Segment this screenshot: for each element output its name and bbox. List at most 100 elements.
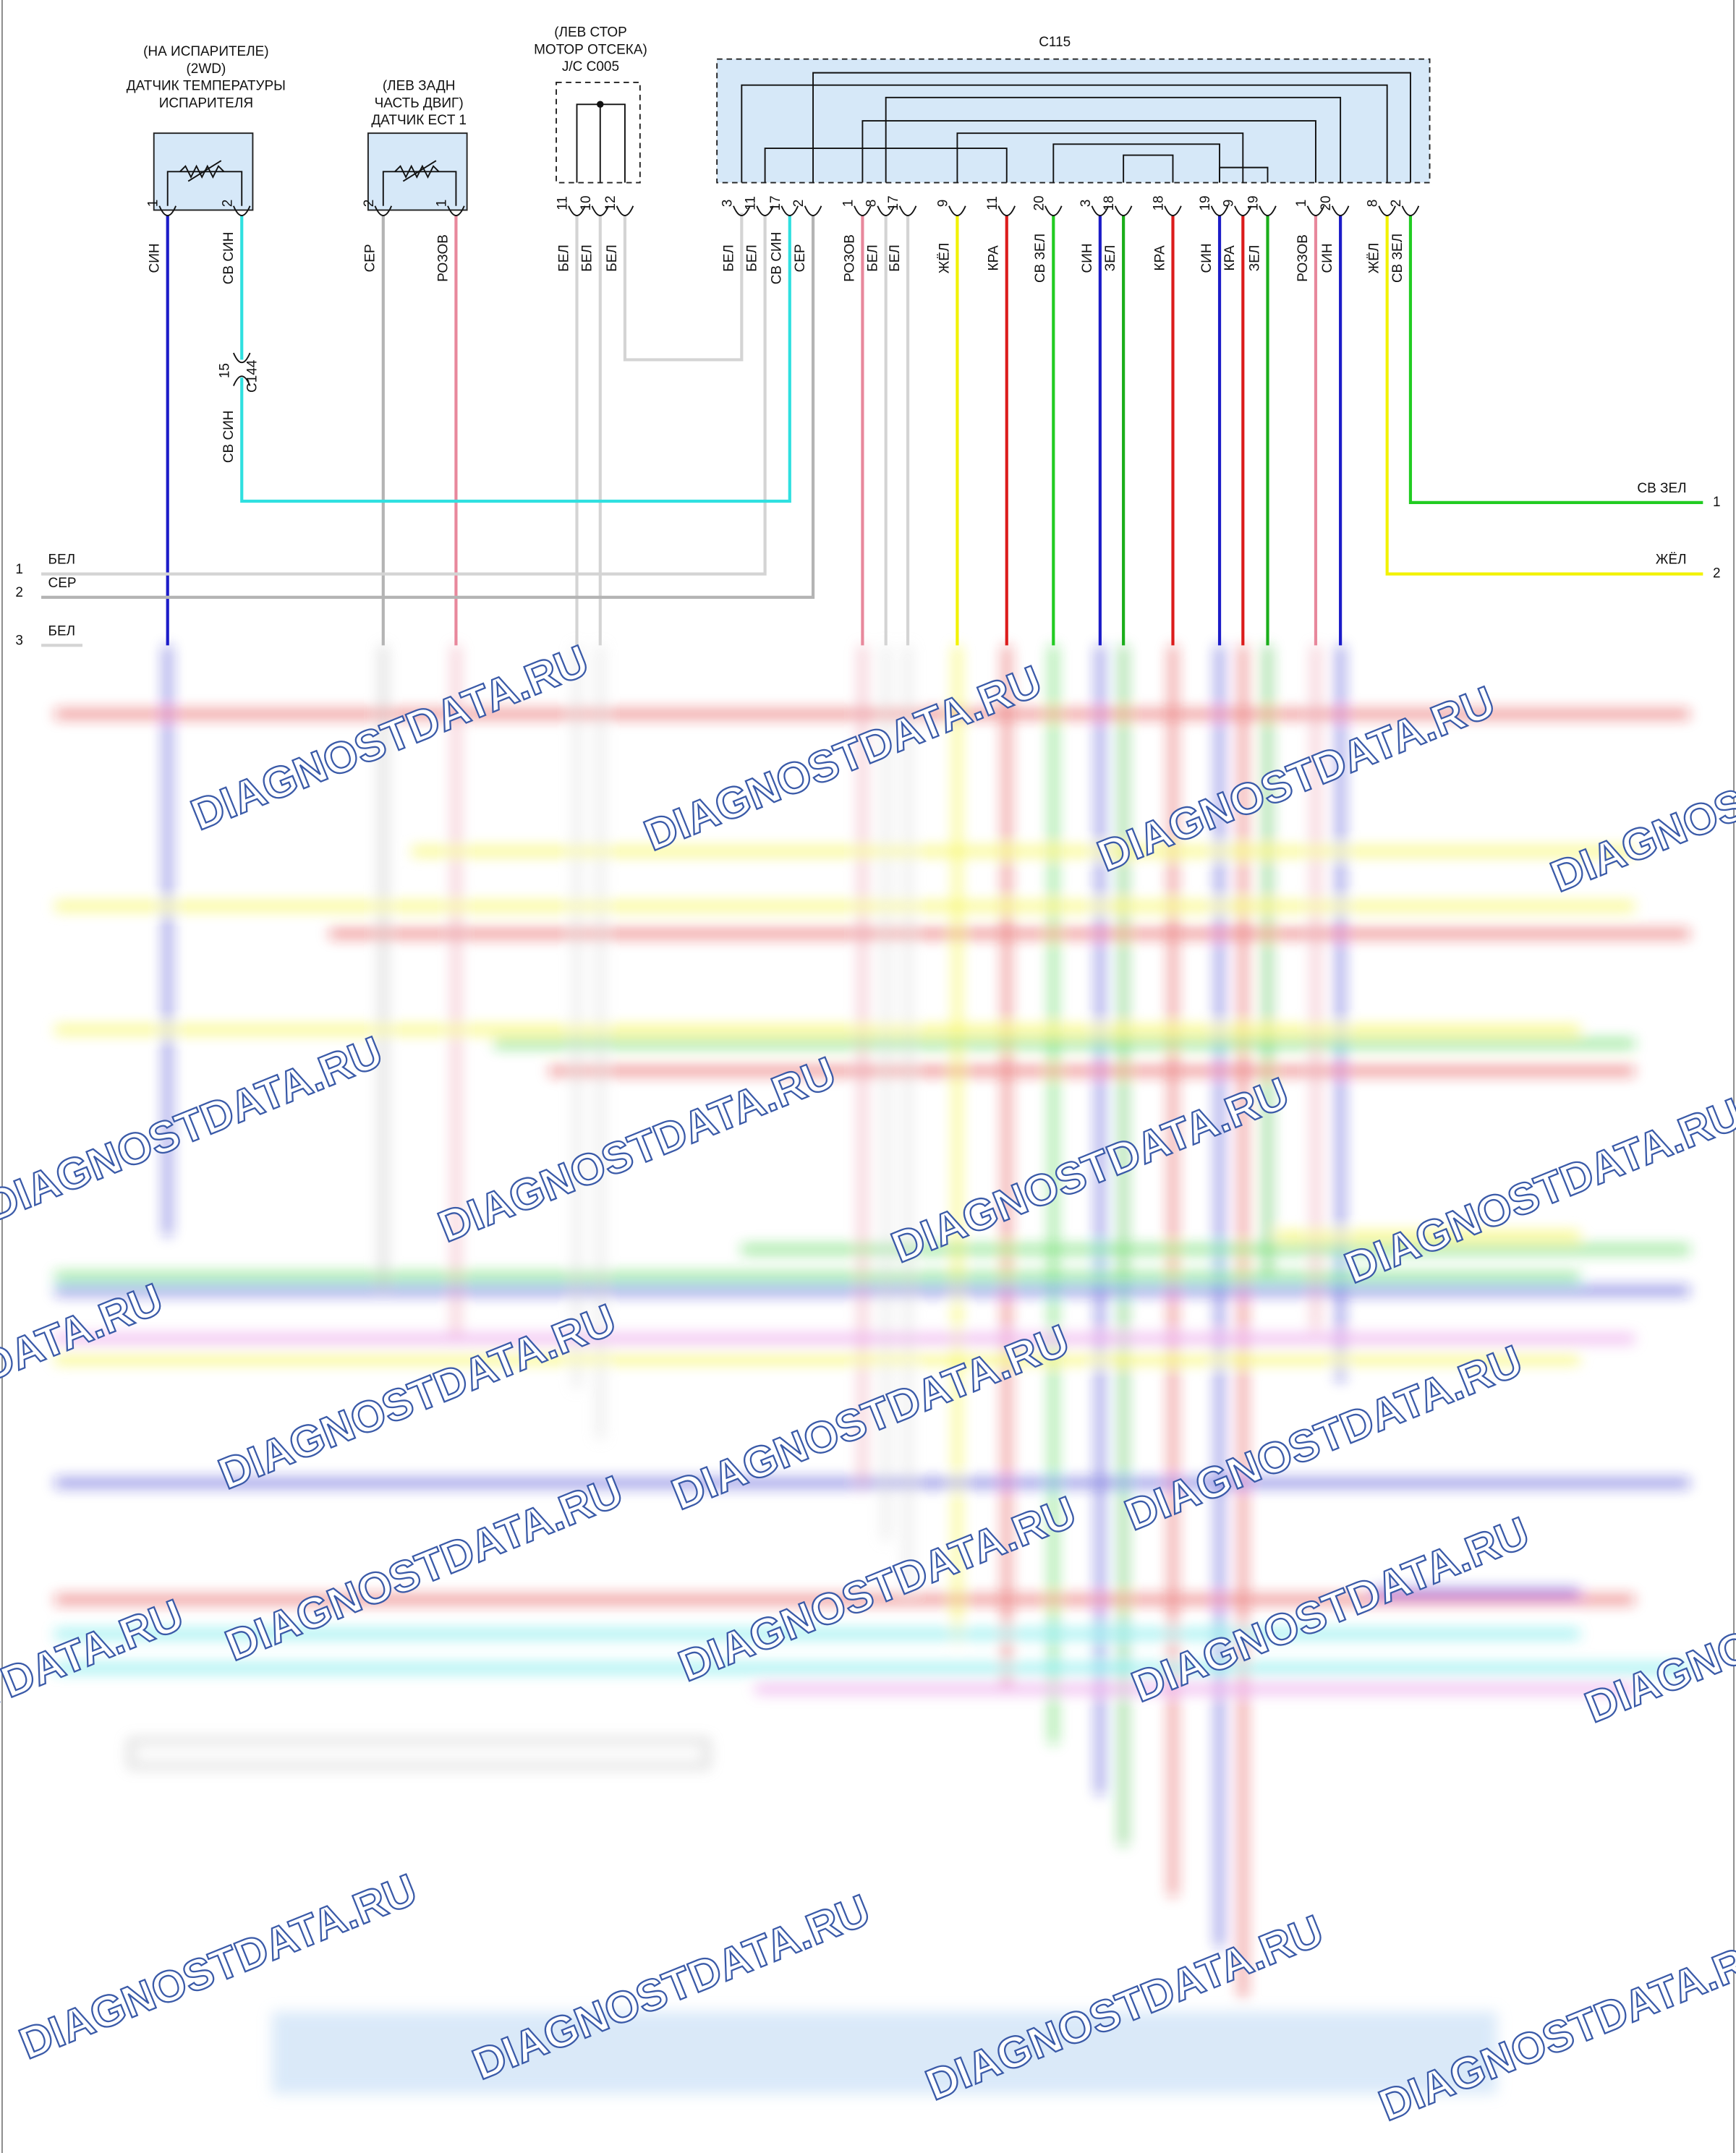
pin-number: 11 xyxy=(744,196,759,210)
splice-pin: 15 xyxy=(217,363,232,378)
wire-label: СВ СИН xyxy=(221,232,237,285)
component-label: ИСПАРИТЕЛЯ xyxy=(159,95,253,111)
pin-number: 8 xyxy=(864,200,880,208)
wire-label: СЕР xyxy=(363,244,378,272)
wire-label: БЕЛ xyxy=(888,244,903,272)
pin-number: 19 xyxy=(1198,195,1213,210)
pin-number: 1 xyxy=(1294,200,1309,208)
wire-label: СВ ЗЕЛ xyxy=(1637,481,1686,496)
pin-number: 17 xyxy=(768,195,783,210)
terminal-number: 2 xyxy=(1713,566,1721,581)
wire-label: ЗЕЛ xyxy=(1247,245,1262,272)
wire-label: БЕЛ xyxy=(866,244,881,272)
component-label: (НА ИСПАРИТЕЛЕ) xyxy=(143,44,269,59)
wire-label: БЕЛ xyxy=(556,244,571,272)
wire-label: БЕЛ xyxy=(580,244,595,272)
component-label: ЧАСТЬ ДВИГ) xyxy=(375,95,464,111)
connector-terminal xyxy=(1210,205,1229,217)
wire-label: СИН xyxy=(148,243,163,273)
wire xyxy=(41,216,767,576)
pin-number: 1 xyxy=(434,200,449,208)
thermistor-arrow xyxy=(402,160,437,182)
internal-link xyxy=(1052,143,1220,183)
blurred-area xyxy=(55,645,1690,2094)
splice-terminal xyxy=(232,375,251,386)
wire-label: РОЗОВ xyxy=(435,234,451,282)
component-label: ДАТЧИК ТЕМПЕРАТУРЫ xyxy=(127,79,286,94)
connector-terminal xyxy=(232,205,251,217)
component-label: C115 xyxy=(1039,35,1071,50)
wire-label: БЕЛ xyxy=(48,623,76,639)
terminal-number: 1 xyxy=(1713,495,1721,510)
connector-box xyxy=(556,81,641,184)
connector-terminal xyxy=(733,205,751,217)
connector-terminal xyxy=(948,205,966,217)
wire-label: БЕЛ xyxy=(605,244,620,272)
internal-link xyxy=(741,84,1388,183)
wire-label: БЕЛ xyxy=(745,244,760,272)
junction-dot xyxy=(597,101,604,108)
pin-number: 2 xyxy=(220,200,235,208)
wire-label: СЕР xyxy=(48,576,77,591)
thermistor xyxy=(179,164,225,179)
wire-label: ЗЕЛ xyxy=(1103,245,1118,272)
connector-terminal xyxy=(591,205,610,217)
wire-label: СВ СИН xyxy=(221,410,237,463)
wire-label: СИН xyxy=(1320,243,1335,273)
wire-label: ЖЁЛ xyxy=(1656,553,1687,568)
splice-name: C144 xyxy=(244,360,260,393)
connector-terminal xyxy=(877,205,895,217)
terminal-number: 1 xyxy=(15,562,23,577)
internal-link xyxy=(956,132,1244,183)
connector-terminal xyxy=(447,205,465,217)
wire xyxy=(240,216,791,503)
pin-number: 2 xyxy=(1389,200,1404,208)
connector-terminal xyxy=(1331,205,1350,217)
wire-label: КРА xyxy=(1152,245,1167,270)
connector-terminal xyxy=(1401,205,1420,217)
wire-label: РОЗОВ xyxy=(1295,234,1311,282)
wire xyxy=(623,213,744,362)
pin-number: 8 xyxy=(1366,200,1381,208)
component-label: (ЛЕВ ЗАДН xyxy=(383,79,456,94)
component-label: (2WD) xyxy=(186,61,226,77)
wire-label: КРА xyxy=(987,245,1002,270)
connector-terminal xyxy=(616,205,634,217)
connector-terminal xyxy=(1044,205,1063,217)
connector-terminal xyxy=(232,352,251,364)
wire-label: СИН xyxy=(1199,243,1214,273)
terminal-number: 2 xyxy=(15,585,23,600)
connector-terminal xyxy=(898,205,917,217)
wire-label: БЕЛ xyxy=(48,553,76,568)
pin-number: 20 xyxy=(1319,195,1334,210)
connector-terminal xyxy=(1259,205,1277,217)
wire-label: СВ ЗЕЛ xyxy=(1033,234,1048,283)
internal-link xyxy=(861,120,1316,183)
connector-terminal xyxy=(1114,205,1133,217)
wire-label: БЕЛ xyxy=(721,244,736,272)
connector-terminal xyxy=(1234,205,1252,217)
terminal-number: 3 xyxy=(15,634,23,649)
pin-number: 9 xyxy=(1221,200,1236,208)
wire-label: РОЗОВ xyxy=(842,234,857,282)
pin-number: 3 xyxy=(720,200,735,208)
pin-number: 11 xyxy=(556,196,571,210)
internal-link xyxy=(1219,166,1269,183)
connector-terminal xyxy=(1091,205,1110,217)
connector-terminal xyxy=(158,205,176,217)
internal-link xyxy=(812,72,1411,183)
connector-terminal xyxy=(756,205,774,217)
pin-number: 1 xyxy=(146,200,161,208)
wire-label: СИН xyxy=(1080,243,1095,273)
diagram-top: (НА ИСПАРИТЕЛЕ) (2WD) ДАТЧИК ТЕМПЕРАТУРЫИС… xyxy=(15,25,1720,649)
connector-terminal xyxy=(854,205,872,217)
component-label: ДАТЧИК ECT 1 xyxy=(371,113,467,128)
pin-number: 19 xyxy=(1246,195,1261,210)
pin-number: 2 xyxy=(362,200,377,208)
connector-terminal xyxy=(374,205,393,217)
connector-terminal xyxy=(1306,205,1325,217)
thermistor-arrow xyxy=(187,160,222,182)
internal-link xyxy=(885,96,1342,183)
